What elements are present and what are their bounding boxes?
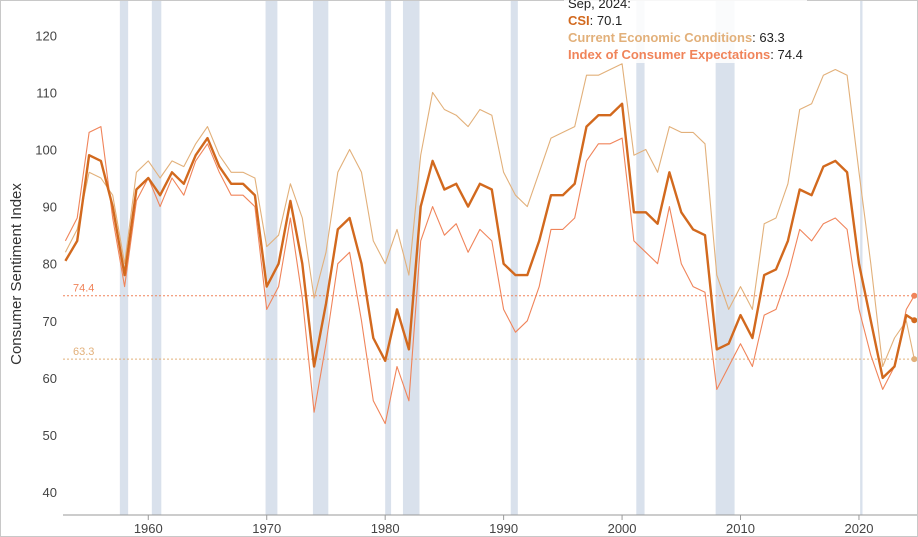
x-tick-label-6: 2020	[845, 521, 874, 536]
y-tick-label-3: 70	[43, 314, 57, 329]
reference-label-1: 63.3	[73, 346, 94, 358]
x-tick-label-1: 1970	[252, 521, 281, 536]
x-tick-label-0: 1960	[134, 521, 163, 536]
x-tick-label-5: 2010	[726, 521, 755, 536]
recession-band-2	[265, 1, 278, 515]
hover-tooltip: Sep, 2024: CSI: 70.1 Current Economic Co…	[564, 0, 807, 63]
recession-band-3	[312, 1, 329, 515]
tooltip-row-current: Current Economic Conditions: 63.3	[568, 30, 785, 45]
recession-band-4	[385, 1, 392, 515]
reference-lines: 74.4 63.3	[63, 283, 917, 360]
x-axis: 1960 1970 1980 1990 2000 2010 2020	[63, 514, 917, 536]
recession-band-7	[636, 1, 645, 515]
end-marker-1	[911, 356, 917, 363]
y-tick-label-0: 40	[43, 485, 57, 500]
recession-bands	[119, 1, 863, 515]
y-tick-label-4: 80	[43, 257, 57, 272]
end-marker-0	[911, 317, 917, 324]
series-lines[interactable]	[64, 63, 915, 425]
series-line-1	[64, 63, 915, 368]
recession-band-8	[715, 1, 735, 515]
tooltip-date: Sep, 2024:	[568, 0, 631, 11]
y-tick-label-8: 120	[35, 28, 57, 43]
end-marker-2	[911, 292, 917, 299]
y-axis: 40 50 60 70 80 90 100 110 120	[35, 28, 57, 500]
tooltip-current-value: 63.3	[759, 30, 785, 45]
tooltip-expectations-name: Index of Consumer Expectations	[568, 47, 771, 62]
tooltip-row-expectations: Index of Consumer Expectations: 74.4	[568, 47, 803, 62]
y-axis-title: Consumer Sentiment Index	[8, 183, 25, 365]
recession-band-6	[510, 1, 518, 515]
y-tick-label-2: 60	[43, 371, 57, 386]
series-line-2	[64, 126, 915, 425]
tooltip-csi-name: CSI	[568, 13, 590, 28]
reference-label-0: 74.4	[73, 283, 94, 295]
series-line-0	[64, 102, 915, 380]
end-markers	[911, 292, 917, 363]
recession-band-9	[860, 1, 863, 515]
tooltip-current-name: Current Economic Conditions	[568, 30, 753, 45]
recession-band-1	[151, 1, 162, 515]
x-tick-label-3: 1990	[489, 521, 518, 536]
x-tick-label-2: 1980	[371, 521, 400, 536]
tooltip-csi-value: 70.1	[596, 13, 623, 28]
tooltip-expectations-value: 74.4	[777, 47, 803, 62]
y-tick-label-1: 50	[43, 428, 57, 443]
recession-band-5	[402, 1, 420, 515]
y-tick-label-7: 110	[36, 85, 57, 100]
x-tick-label-4: 2000	[608, 521, 637, 536]
y-tick-label-5: 90	[43, 200, 57, 215]
tooltip-row-csi: CSI: 70.1	[568, 13, 623, 28]
y-tick-label-6: 100	[35, 142, 57, 157]
